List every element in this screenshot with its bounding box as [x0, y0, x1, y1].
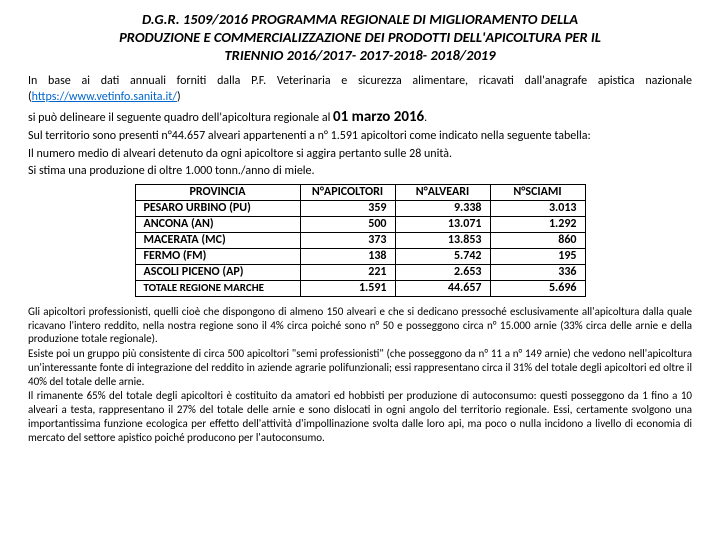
table-row: ANCONA (AN)50013.0711.292 — [135, 216, 585, 232]
table-container: PROVINCIA N°APICOLTORI N°ALVEARI N°SCIAM… — [28, 184, 692, 297]
footer-p2: Esiste poi un gruppo più consistente di … — [28, 347, 692, 388]
table-row: ASCOLI PICENO (AP)2212.653336 — [135, 264, 585, 280]
apicoltura-table: PROVINCIA N°APICOLTORI N°ALVEARI N°SCIAM… — [135, 184, 586, 297]
table-row-total: TOTALE REGIONE MARCHE1.59144.6575.696 — [135, 280, 585, 296]
title-line2: PRODUZIONE E COMMERCIALIZZAZIONE DEI PRO… — [119, 28, 601, 46]
intro-p1b: ) — [177, 90, 181, 104]
intro-p2b: . — [424, 111, 427, 125]
intro-p2a: si può delineare il seguente quadro dell… — [28, 111, 333, 125]
title-line3: TRIENNIO 2016/2017- 2017-2018- 2018/2019 — [225, 46, 496, 64]
table-row: PESARO URBINO (PU)3599.3383.013 — [135, 200, 585, 216]
intro-p5: Si stima una produzione di oltre 1.000 t… — [28, 164, 692, 180]
footer-block: Gli apicoltori professionisti, quelli ci… — [28, 305, 692, 445]
table-header-row: PROVINCIA N°APICOLTORI N°ALVEARI N°SCIAM… — [135, 184, 585, 200]
document-title: D.G.R. 1509/2016 PROGRAMMA REGIONALE DI … — [28, 10, 692, 64]
th-provincia: PROVINCIA — [135, 184, 300, 200]
footer-p1: Gli apicoltori professionisti, quelli ci… — [28, 305, 692, 346]
th-alveari: N°ALVEARI — [395, 184, 490, 200]
th-sciami: N°SCIAMI — [490, 184, 585, 200]
title-line1: D.G.R. 1509/2016 PROGRAMMA REGIONALE DI … — [142, 10, 578, 28]
intro-p4: Il numero medio di alveari detenuto da o… — [28, 147, 692, 163]
vetinfo-link[interactable]: https://www.vetinfo.sanita.it/ — [32, 90, 177, 104]
footer-p3: Il rimanente 65% del totale degli apicol… — [28, 389, 692, 444]
table-body: PESARO URBINO (PU)3599.3383.013 ANCONA (… — [135, 200, 585, 296]
intro-line2: si può delineare il seguente quadro dell… — [28, 108, 692, 128]
table-row: MACERATA (MC)37313.853860 — [135, 232, 585, 248]
intro-block: In base ai dati annuali forniti dalla P.… — [28, 74, 692, 105]
th-apicoltori: N°APICOLTORI — [300, 184, 395, 200]
table-row: FERMO (FM)1385.742195 — [135, 248, 585, 264]
intro-p3: Sul territorio sono presenti n°44.657 al… — [28, 129, 692, 145]
intro-date: 01 marzo 2016 — [333, 108, 424, 126]
